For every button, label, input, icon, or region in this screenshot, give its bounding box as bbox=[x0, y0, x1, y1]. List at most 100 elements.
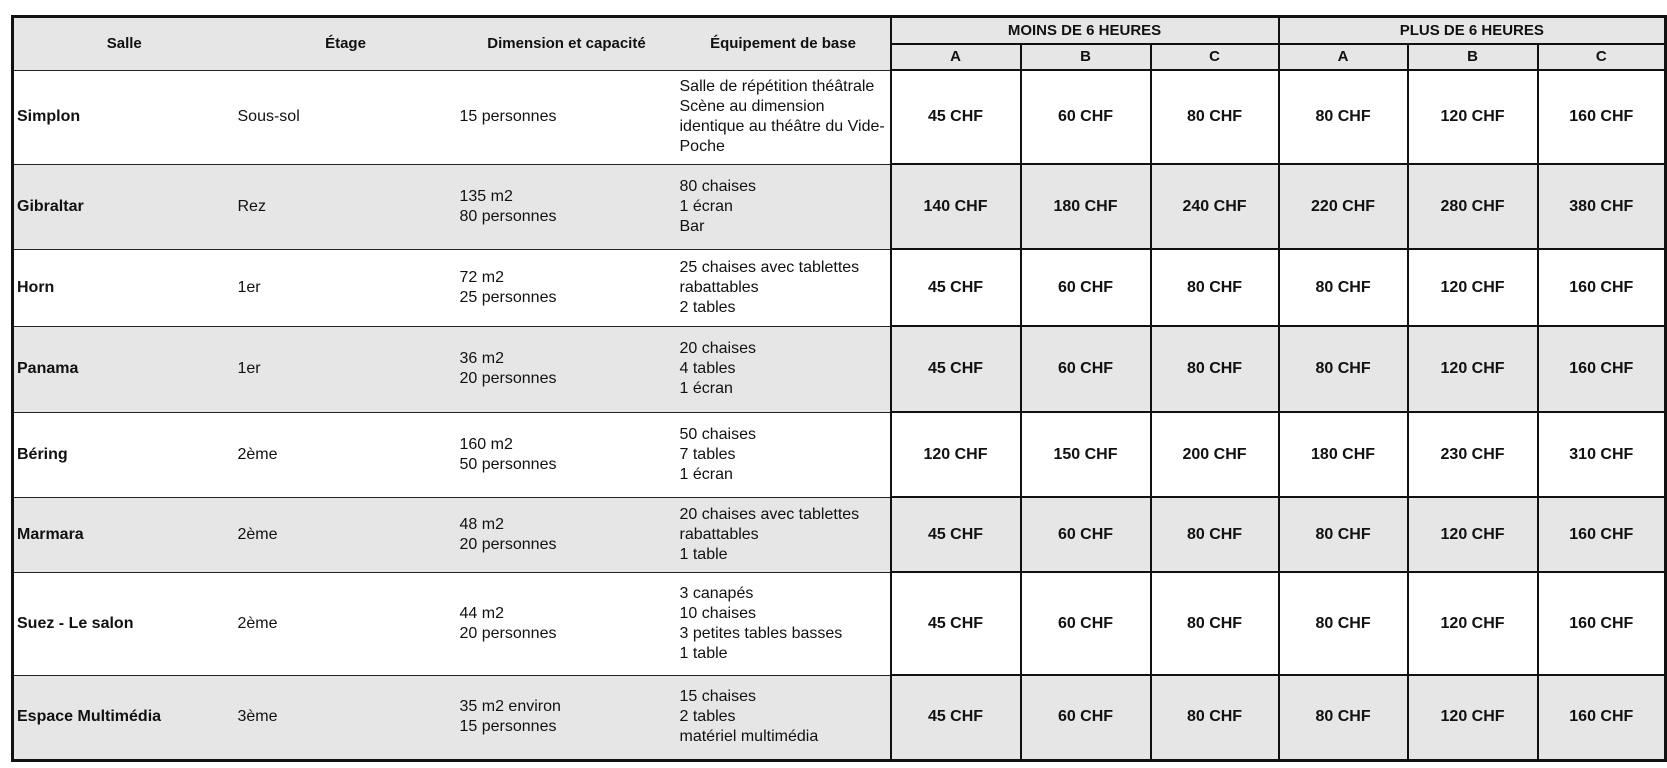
price-cell: 230 CHF bbox=[1406, 411, 1539, 498]
price-cell: 200 CHF bbox=[1149, 411, 1280, 498]
room-equipment: 3 canapés 10 chaises 3 petites tables bass… bbox=[676, 571, 892, 676]
equipment-line: 1 table bbox=[679, 545, 728, 563]
header-sub-a: A bbox=[1277, 43, 1409, 71]
room-name: Horn bbox=[12, 248, 235, 327]
equipment-line: 25 chaises avec tablettes bbox=[679, 258, 860, 276]
room-name: Panama bbox=[12, 325, 235, 413]
price-cell: 120 CHF bbox=[1406, 325, 1539, 413]
equipment-line: matériel multimédia bbox=[679, 728, 819, 745]
dimension-line: 72 m2 bbox=[459, 268, 504, 286]
price-cell: 80 CHF bbox=[1277, 571, 1409, 676]
price-cell: 310 CHF bbox=[1536, 411, 1667, 498]
equipment-line: 20 chaises avec tablettes bbox=[679, 505, 860, 523]
equipment-line: rabattables bbox=[679, 525, 759, 543]
dimension-line: 50 personnes bbox=[459, 455, 557, 473]
dimension-line: 160 m2 bbox=[459, 435, 513, 453]
table-row: Espace Multimédia 3ème 35 m2 environ 15 per… bbox=[12, 674, 1667, 761]
equipment-line: 4 tables bbox=[679, 360, 736, 377]
price-cell: 80 CHF bbox=[1149, 325, 1280, 413]
equipment-line: 50 chaises bbox=[679, 425, 757, 443]
equipment-line: 2 tables bbox=[679, 708, 736, 725]
price-cell: 180 CHF bbox=[1277, 411, 1409, 498]
price-cell: 160 CHF bbox=[1536, 496, 1667, 573]
price-cell: 160 CHF bbox=[1536, 674, 1667, 761]
header-salle: Salle bbox=[12, 16, 235, 70]
equipment-line: 7 tables bbox=[679, 445, 736, 463]
equipment-line: 20 chaises bbox=[679, 340, 757, 357]
price-cell: 60 CHF bbox=[1019, 69, 1152, 165]
room-floor: Sous-sol bbox=[234, 69, 457, 165]
price-cell: 45 CHF bbox=[889, 674, 1022, 761]
price-cell: 150 CHF bbox=[1019, 411, 1152, 498]
room-name: Espace Multimédia bbox=[12, 674, 235, 761]
dimension-line: 15 personnes bbox=[459, 108, 557, 125]
room-name: Marmara bbox=[12, 496, 235, 573]
price-cell: 80 CHF bbox=[1277, 325, 1409, 413]
room-pricing-table: Salle Étage Dimension et capacité Équipe… bbox=[11, 15, 1667, 762]
header-group-less-6h: MOINS DE 6 HEURES bbox=[889, 15, 1280, 45]
price-cell: 80 CHF bbox=[1149, 571, 1280, 676]
equipment-line: 1 écran bbox=[679, 465, 733, 483]
dimension-line: 80 personnes bbox=[459, 207, 557, 225]
price-cell: 60 CHF bbox=[1019, 248, 1152, 327]
price-cell: 60 CHF bbox=[1019, 674, 1152, 761]
price-cell: 80 CHF bbox=[1277, 69, 1409, 165]
room-name: Gibraltar bbox=[12, 163, 235, 250]
room-name: Suez - Le salon bbox=[12, 571, 235, 676]
price-cell: 160 CHF bbox=[1536, 248, 1667, 327]
room-equipment: 50 chaises 7 tables 1 écran bbox=[676, 411, 892, 498]
table-row: Simplon Sous-sol 15 personnes Salle de répé… bbox=[12, 69, 1667, 165]
equipment-line: identique au théâtre du Vide- bbox=[679, 118, 885, 135]
equipment-line: Salle de répétition théâtrale bbox=[679, 78, 875, 95]
dimension-line: 36 m2 bbox=[459, 350, 504, 367]
price-cell: 120 CHF bbox=[1406, 248, 1539, 327]
price-cell: 60 CHF bbox=[1019, 496, 1152, 573]
room-dimension: 72 m2 25 personnes bbox=[456, 248, 677, 327]
price-cell: 160 CHF bbox=[1536, 325, 1667, 413]
price-cell: 45 CHF bbox=[889, 248, 1022, 327]
header-sub-c: C bbox=[1149, 43, 1280, 71]
price-cell: 80 CHF bbox=[1277, 248, 1409, 327]
equipment-line: 3 canapés bbox=[679, 584, 754, 602]
room-equipment: Salle de répétition théâtrale Scène au di… bbox=[676, 69, 892, 165]
price-cell: 45 CHF bbox=[889, 571, 1022, 676]
room-dimension: 48 m2 20 personnes bbox=[456, 496, 677, 573]
price-cell: 80 CHF bbox=[1149, 248, 1280, 327]
room-dimension: 44 m2 20 personnes bbox=[456, 571, 677, 676]
equipment-line: Bar bbox=[679, 217, 705, 235]
price-cell: 45 CHF bbox=[889, 325, 1022, 413]
room-equipment: 20 chaises 4 tables 1 écran bbox=[676, 325, 892, 413]
room-equipment: 80 chaises 1 écran Bar bbox=[676, 163, 892, 250]
dimension-line: 15 personnes bbox=[459, 718, 557, 735]
header-sub-b: B bbox=[1406, 43, 1539, 71]
price-cell: 120 CHF bbox=[1406, 571, 1539, 676]
price-cell: 120 CHF bbox=[1406, 674, 1539, 761]
room-equipment: 25 chaises avec tablettes rabattables 2 ta… bbox=[676, 248, 892, 327]
price-cell: 380 CHF bbox=[1536, 163, 1667, 250]
equipment-line: rabattables bbox=[679, 278, 759, 296]
room-dimension: 160 m2 50 personnes bbox=[456, 411, 677, 498]
dimension-line: 20 personnes bbox=[459, 370, 557, 387]
equipment-line: 2 tables bbox=[679, 298, 736, 316]
price-cell: 80 CHF bbox=[1277, 674, 1409, 761]
room-floor: 1er bbox=[234, 325, 457, 413]
header-dimension: Dimension et capacité bbox=[456, 16, 677, 70]
equipment-line: 80 chaises bbox=[679, 177, 757, 195]
price-cell: 80 CHF bbox=[1149, 69, 1280, 165]
room-dimension: 36 m2 20 personnes bbox=[456, 325, 677, 413]
table-row: Suez - Le salon 2ème 44 m2 20 personnes 3 ca… bbox=[12, 571, 1667, 676]
price-cell: 280 CHF bbox=[1406, 163, 1539, 250]
table-row: Horn 1er 72 m2 25 personnes 25 chaises avec … bbox=[12, 248, 1667, 327]
room-floor: 3ème bbox=[234, 674, 457, 761]
room-floor: Rez bbox=[234, 163, 457, 250]
room-floor: 2ème bbox=[234, 411, 457, 498]
header-sub-b: B bbox=[1019, 43, 1152, 71]
dimension-line: 25 personnes bbox=[459, 288, 557, 306]
price-cell: 60 CHF bbox=[1019, 571, 1152, 676]
header-sub-a: A bbox=[889, 43, 1022, 71]
price-cell: 45 CHF bbox=[889, 69, 1022, 165]
price-cell: 60 CHF bbox=[1019, 325, 1152, 413]
dimension-line: 48 m2 bbox=[459, 515, 504, 533]
header-sub-c: C bbox=[1536, 43, 1667, 71]
table-row: Gibraltar Rez 135 m2 80 personnes 80 chaises… bbox=[12, 163, 1667, 250]
